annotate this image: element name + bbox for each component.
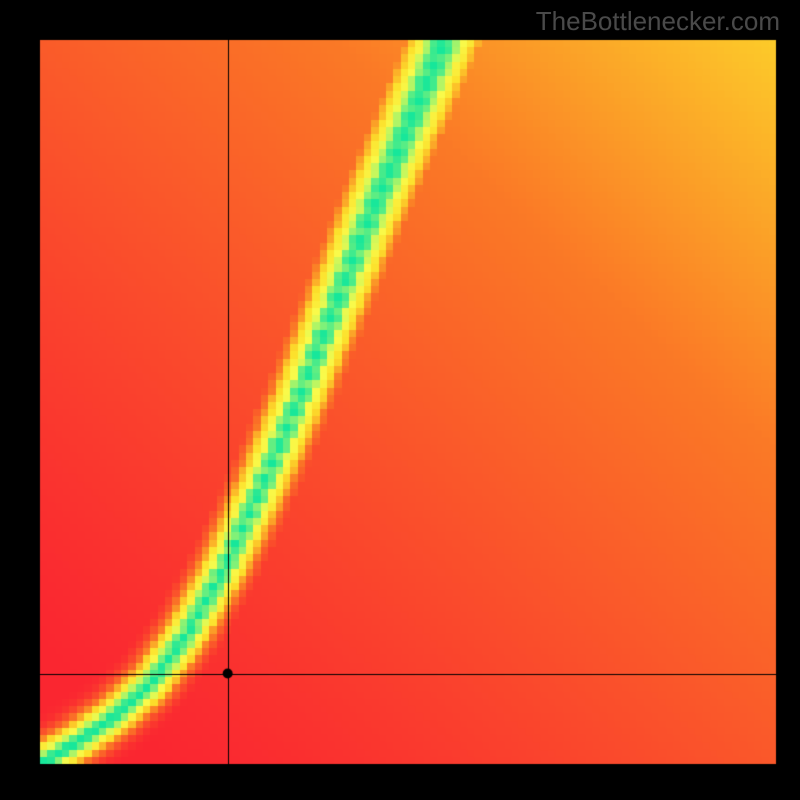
- watermark-text: TheBottlenecker.com: [536, 6, 780, 37]
- chart-container: TheBottlenecker.com: [0, 0, 800, 800]
- heatmap-canvas: [0, 0, 800, 800]
